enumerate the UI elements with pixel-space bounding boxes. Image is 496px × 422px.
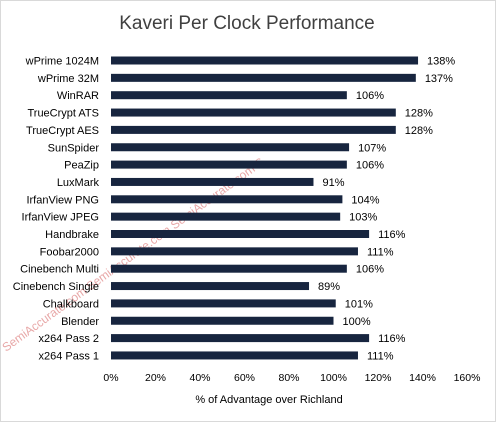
x-tick-label: 140% [409,372,436,384]
category-labels: wPrime 1024M wPrime 32M WinRAR TrueCrypt AT… [13,56,100,363]
bar [111,264,347,273]
category-label: wPrime 32M [37,73,99,85]
bar [111,73,416,82]
bar [111,125,396,134]
data-label: 128% [405,125,433,137]
category-label: x264 Pass 2 [38,333,99,345]
category-label: Foobar2000 [40,246,99,258]
category-label: Handbrake [45,229,99,241]
bar [111,282,310,291]
category-label: TrueCrypt ATS [27,108,99,120]
bar [111,212,341,221]
bar [111,334,370,343]
x-tick-label: 0% [103,372,118,384]
category-label: SunSpider [48,142,100,154]
data-label: 89% [318,281,340,293]
bar [111,108,396,117]
data-labels: 138%137%106%128%128%107%106%91%104%103%1… [318,56,455,363]
bars [111,56,419,360]
bar [111,177,314,186]
data-label: 101% [345,298,373,310]
data-label: 107% [358,142,386,154]
data-label: 106% [356,90,384,102]
bar [111,230,370,238]
category-label: WinRAR [57,90,99,102]
x-axis-title: % of Advantage over Richland [195,394,342,406]
category-label: IrfanView PNG [26,194,99,206]
bar [111,247,358,256]
x-axis-ticks: 0% 20% 40% 60% 80% 100% 120% 140% 160% [103,372,480,384]
x-tick-label: 100% [320,372,347,384]
bar [111,316,334,325]
data-label: 128% [405,108,433,120]
category-label: IrfanView JPEG [22,212,99,224]
x-tick-label: 40% [189,372,210,384]
data-label: 111% [367,246,394,258]
x-tick-label: 80% [278,372,299,384]
bar [111,91,347,100]
data-label: 91% [322,177,344,189]
x-tick-label: 120% [365,372,392,384]
x-tick-label: 60% [234,372,255,384]
category-label: wPrime 1024M [25,56,99,68]
category-label: LuxMark [57,177,100,189]
data-label: 104% [351,194,379,206]
category-label: TrueCrypt AES [26,125,99,137]
data-label: 103% [349,212,377,224]
category-label: Blender [61,316,99,328]
x-tick-label: 160% [454,372,481,384]
category-label: PeaZip [64,160,99,172]
category-label: x264 Pass 1 [38,350,99,362]
data-label: 100% [343,316,371,328]
data-label: 106% [356,160,384,172]
category-label: Cinebench Single [13,281,99,293]
data-label: 138% [427,56,455,68]
data-label: 137% [425,73,453,85]
bar [111,143,350,152]
data-label: 111% [367,350,394,362]
bar [111,299,336,308]
data-label: 116% [378,229,406,241]
bar [111,351,358,360]
bar [111,160,347,169]
data-label: 116% [378,333,406,345]
bar [111,195,343,204]
data-label: 106% [356,264,384,276]
category-label: Cinebench Multi [20,264,99,276]
chart-title: Kaveri Per Clock Performance [119,13,375,34]
x-tick-label: 20% [145,372,166,384]
bar [111,56,419,65]
category-label: Chalkboard [43,298,99,310]
